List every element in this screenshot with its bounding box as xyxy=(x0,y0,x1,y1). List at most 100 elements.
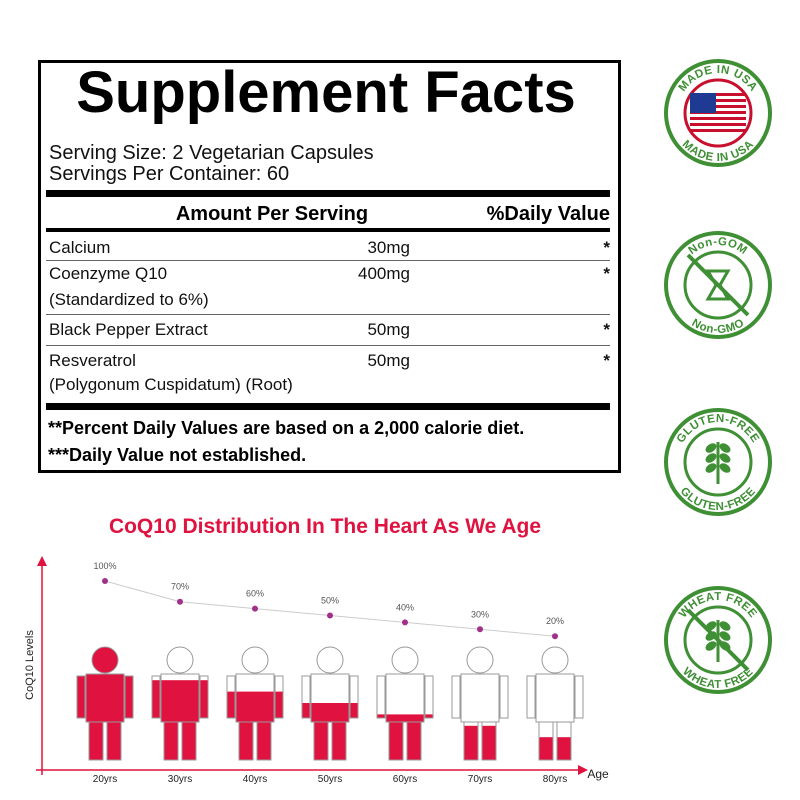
person-fill xyxy=(302,703,358,760)
badge-inner-ring xyxy=(683,605,753,675)
value-label: 60% xyxy=(246,589,264,599)
value-label: 20% xyxy=(546,616,564,626)
slash xyxy=(686,608,750,672)
person xyxy=(526,646,584,761)
value-label: 40% xyxy=(396,602,414,612)
flag-stripe xyxy=(690,123,746,126)
point xyxy=(252,605,258,612)
person xyxy=(451,646,509,761)
nutrient-amount: 50mg xyxy=(367,320,410,339)
person-fill-group xyxy=(377,714,433,760)
value-label: 50% xyxy=(321,596,339,606)
person-outline xyxy=(541,646,569,674)
flag-stripe xyxy=(690,93,746,96)
nutrient-dv: * xyxy=(603,320,610,339)
person-fill xyxy=(77,647,133,760)
person-outline xyxy=(241,646,269,674)
chart-title: CoQ10 Distribution In The Heart As We Ag… xyxy=(109,515,541,538)
person-outline xyxy=(226,673,284,761)
slash xyxy=(686,253,750,317)
flag-stripe xyxy=(690,105,746,108)
person xyxy=(76,646,134,761)
person xyxy=(301,646,359,761)
x-tick-label: 30yrs xyxy=(168,774,192,785)
person-outline xyxy=(316,646,344,674)
person xyxy=(376,646,434,761)
person-fill xyxy=(452,725,508,760)
nutrient-name-detail: (Standardized to 6%) xyxy=(49,290,209,309)
nutrient-dv: * xyxy=(603,238,610,257)
person-fill xyxy=(152,680,208,760)
person-fill-group xyxy=(77,647,133,760)
x-tick-label: 70yrs xyxy=(468,774,492,785)
x-tick-label: 20yrs xyxy=(93,774,117,785)
y-axis-arrow xyxy=(37,556,47,566)
x-tick-label: 80yrs xyxy=(543,774,567,785)
leaf xyxy=(719,463,731,473)
nutrient-name-detail: (Polygonum Cuspidatum) (Root) xyxy=(49,375,293,394)
person-outline xyxy=(151,673,209,761)
leaf xyxy=(705,443,717,453)
person-fill-group xyxy=(152,680,208,760)
leaf xyxy=(705,463,717,473)
value-label: 70% xyxy=(171,582,189,592)
person-fill xyxy=(377,714,433,760)
footnote: **Percent Daily Values are based on a 2,… xyxy=(48,418,524,438)
person-fill-group xyxy=(452,725,508,760)
footnote: ***Daily Value not established. xyxy=(48,445,306,465)
person-outline xyxy=(91,646,119,674)
thick-rule xyxy=(46,403,610,410)
person xyxy=(226,646,284,761)
value-label: 30% xyxy=(471,609,489,619)
x-axis-arrow xyxy=(578,765,588,775)
point xyxy=(102,578,108,584)
amount-header: Amount Per Serving xyxy=(176,203,368,225)
point xyxy=(402,619,408,626)
person-outline xyxy=(451,673,509,761)
leaf xyxy=(705,453,717,463)
leaf xyxy=(719,621,731,631)
person-outline xyxy=(76,673,134,761)
servings-per-container: Servings Per Container: 60 xyxy=(49,163,289,185)
x-tick-label: 40yrs xyxy=(243,774,267,785)
x-tick-label: 50yrs xyxy=(318,774,342,785)
point xyxy=(552,633,558,640)
person-fill xyxy=(227,691,283,760)
nutrient-name: Coenzyme Q10 xyxy=(49,264,167,283)
leaf xyxy=(705,641,717,651)
leaf xyxy=(719,453,731,463)
person-fill-group xyxy=(302,703,358,760)
facts-title: Supplement Facts xyxy=(76,60,576,125)
flag-stripe xyxy=(690,111,746,114)
point xyxy=(327,612,333,619)
value-label: 100% xyxy=(93,561,116,571)
y-axis-label: CoQ10 Levels xyxy=(24,630,36,700)
serving-size: Serving Size: 2 Vegetarian Capsules xyxy=(49,142,374,164)
person-outline xyxy=(391,646,419,674)
rule xyxy=(46,228,610,232)
dv-header: %Daily Value xyxy=(487,203,610,225)
leaf xyxy=(719,443,731,453)
nutrient-amount: 400mg xyxy=(358,264,410,283)
person-fill-group xyxy=(527,737,583,760)
badge-inner-ring xyxy=(683,250,753,320)
nutrient-name: Calcium xyxy=(49,238,110,257)
flag-canton xyxy=(690,93,716,113)
x-axis-label: Age xyxy=(587,767,609,781)
nutrient-dv: * xyxy=(603,264,610,283)
person xyxy=(151,646,209,761)
nutrient-name: Black Pepper Extract xyxy=(49,320,208,339)
person-outline xyxy=(166,646,194,674)
badge-inner-ring xyxy=(683,78,753,148)
flag-stripe xyxy=(690,99,746,102)
badge-inner-ring xyxy=(683,427,753,497)
flag-stripe xyxy=(690,117,746,120)
supplement-facts: Supplement Facts Serving Size: 2 Vegetar… xyxy=(38,60,621,473)
badge-bottom-label: Non-GMO xyxy=(689,317,745,336)
nutrient-dv: * xyxy=(603,351,610,370)
badge-bottom-text: Non-GMO xyxy=(689,317,746,336)
person-fill-group xyxy=(227,691,283,760)
point xyxy=(177,598,183,605)
flag-stripe xyxy=(690,129,746,132)
